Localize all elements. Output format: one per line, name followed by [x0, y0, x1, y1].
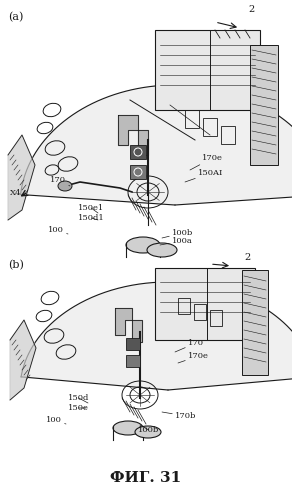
- Bar: [155, 30, 260, 110]
- Text: 100b: 100b: [162, 229, 193, 238]
- Text: 170e: 170e: [190, 154, 223, 170]
- Bar: [242, 270, 268, 375]
- Text: 100b: 100b: [138, 425, 159, 434]
- Polygon shape: [21, 282, 292, 390]
- Bar: [130, 165, 146, 179]
- Text: X4: X4: [10, 189, 22, 197]
- Text: 170: 170: [175, 339, 204, 352]
- Bar: [130, 145, 146, 159]
- Ellipse shape: [58, 181, 72, 191]
- Polygon shape: [10, 320, 36, 400]
- Bar: [194, 304, 206, 320]
- Text: 170: 170: [50, 176, 70, 186]
- Bar: [221, 126, 235, 144]
- Text: 150e1: 150e1: [78, 204, 104, 213]
- Text: 100: 100: [46, 416, 66, 424]
- Text: 150e: 150e: [68, 404, 89, 412]
- Bar: [178, 298, 190, 314]
- Bar: [185, 110, 199, 128]
- Bar: [210, 310, 222, 326]
- Ellipse shape: [126, 237, 160, 253]
- Text: 170b: 170b: [162, 412, 197, 420]
- Polygon shape: [8, 135, 35, 220]
- Text: ФИГ. 31: ФИГ. 31: [110, 471, 182, 485]
- Ellipse shape: [135, 426, 161, 438]
- Text: (b): (b): [8, 259, 24, 270]
- Text: (a): (a): [8, 11, 23, 22]
- Text: 150d: 150d: [68, 394, 89, 403]
- Polygon shape: [118, 115, 148, 155]
- Ellipse shape: [113, 421, 143, 435]
- Text: 100a: 100a: [160, 237, 193, 245]
- Ellipse shape: [147, 243, 177, 257]
- Text: 2: 2: [248, 5, 254, 14]
- Bar: [126, 355, 140, 367]
- Text: 170e: 170e: [178, 352, 209, 363]
- Text: 100: 100: [48, 226, 68, 234]
- Text: 150d1: 150d1: [78, 214, 105, 222]
- Bar: [155, 268, 255, 340]
- Bar: [126, 338, 140, 350]
- Bar: [250, 45, 278, 165]
- Bar: [203, 118, 217, 136]
- Polygon shape: [115, 308, 142, 342]
- Polygon shape: [21, 85, 292, 205]
- Text: 150AI: 150AI: [185, 169, 223, 182]
- Text: 2: 2: [244, 253, 250, 262]
